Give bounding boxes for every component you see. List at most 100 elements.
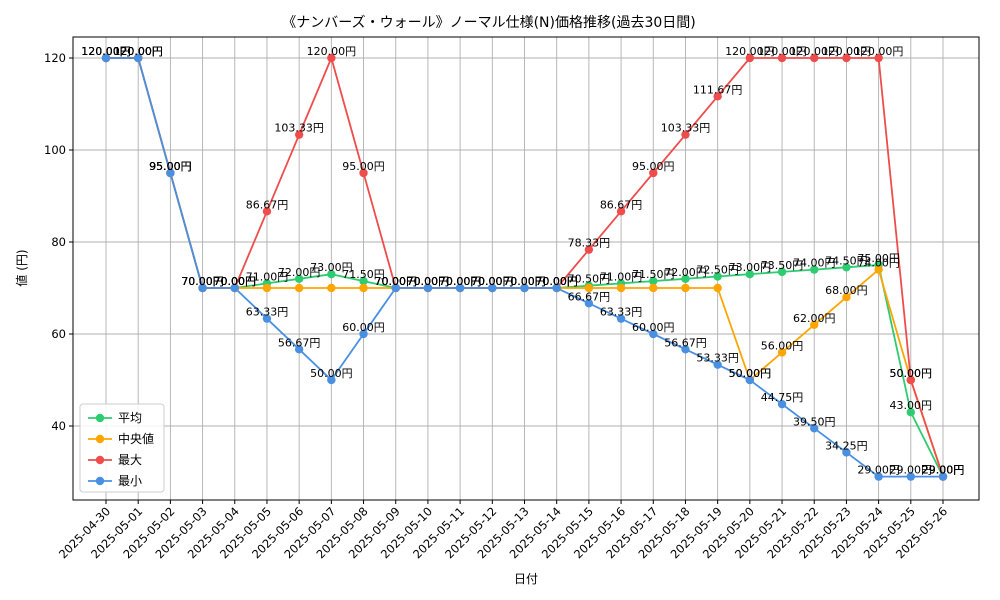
data-label: 120.00円 bbox=[81, 45, 131, 58]
plot-frame bbox=[72, 36, 980, 501]
data-point bbox=[745, 270, 755, 279]
data-point bbox=[777, 53, 787, 63]
data-label: 29.00円 bbox=[922, 464, 965, 477]
data-label: 70.00円 bbox=[503, 275, 546, 288]
data-label: 103.33円 bbox=[274, 122, 324, 135]
data-label: 70.00円 bbox=[471, 275, 514, 288]
data-labels: 120.00円120.00円95.00円70.00円70.00円71.00円72… bbox=[81, 45, 964, 477]
data-point bbox=[327, 270, 336, 279]
data-point bbox=[294, 130, 304, 139]
data-point bbox=[327, 283, 336, 293]
data-label: 86.67円 bbox=[600, 198, 643, 211]
data-label: 70.00円 bbox=[535, 275, 578, 288]
y-tick-label: 60 bbox=[51, 327, 66, 341]
data-label: 70.00円 bbox=[407, 275, 450, 288]
data-label: 70.00円 bbox=[535, 275, 578, 288]
data-point bbox=[938, 472, 948, 481]
data-label: 120.00円 bbox=[113, 45, 163, 58]
data-label: 95.00円 bbox=[149, 160, 192, 173]
data-label: 95.00円 bbox=[342, 160, 385, 173]
data-label: 34.25円 bbox=[825, 439, 868, 452]
data-point bbox=[842, 53, 851, 63]
data-point bbox=[423, 283, 433, 293]
data-point bbox=[649, 329, 658, 339]
data-label: 70.00円 bbox=[374, 275, 417, 288]
data-label: 73.00円 bbox=[729, 261, 772, 274]
data-label: 66.67円 bbox=[568, 290, 611, 303]
x-axis-label: 日付 bbox=[514, 572, 538, 586]
data-label: 70.00円 bbox=[471, 275, 514, 288]
data-label: 70.00円 bbox=[407, 275, 450, 288]
data-point bbox=[713, 360, 722, 369]
data-label: 103.33円 bbox=[661, 122, 711, 135]
data-label: 70.00円 bbox=[439, 275, 482, 288]
data-point bbox=[391, 283, 400, 293]
data-label: 63.33円 bbox=[246, 306, 289, 319]
legend-label: 最小 bbox=[118, 474, 142, 488]
data-label: 70.00円 bbox=[214, 275, 257, 288]
data-point bbox=[906, 375, 916, 385]
y-axis-ticks: 40 60 80 100 120 bbox=[44, 51, 73, 433]
data-label: 56.67円 bbox=[278, 336, 321, 349]
data-point bbox=[906, 472, 916, 481]
data-point bbox=[327, 53, 336, 63]
data-point bbox=[488, 283, 497, 293]
data-label: 70.00円 bbox=[374, 275, 417, 288]
data-label: 50.00円 bbox=[729, 367, 772, 380]
data-point bbox=[230, 283, 239, 293]
data-point bbox=[584, 245, 594, 254]
chart-title: 《ナンバーズ・ウォール》ノーマル仕様(N)価格推移(過去30日間) bbox=[282, 15, 695, 31]
data-label: 120.00円 bbox=[81, 45, 131, 58]
data-label: 72.50円 bbox=[696, 264, 739, 277]
data-label: 70.00円 bbox=[407, 275, 450, 288]
data-label: 70.00円 bbox=[181, 275, 224, 288]
data-point bbox=[649, 168, 658, 178]
data-label: 73.50円 bbox=[761, 259, 804, 272]
data-label: 120.00円 bbox=[757, 45, 807, 58]
data-label: 71.50円 bbox=[342, 268, 385, 281]
data-label: 120.00円 bbox=[854, 45, 904, 58]
data-label: 74.00円 bbox=[857, 257, 900, 270]
data-label: 71.00円 bbox=[600, 270, 643, 283]
data-point bbox=[262, 314, 272, 323]
data-label: 70.50円 bbox=[568, 273, 611, 286]
data-label: 43.00円 bbox=[890, 399, 933, 412]
data-point bbox=[777, 399, 787, 409]
data-point bbox=[810, 320, 819, 329]
data-label: 72.00円 bbox=[664, 266, 707, 279]
data-label: 70.00円 bbox=[503, 275, 546, 288]
data-label: 70.00円 bbox=[471, 275, 514, 288]
data-label: 95.00円 bbox=[632, 160, 675, 173]
data-label: 70.00円 bbox=[503, 275, 546, 288]
data-label: 63.33円 bbox=[600, 306, 643, 319]
y-axis-label: 値 (円) bbox=[14, 249, 29, 286]
data-point bbox=[262, 283, 272, 293]
data-label: 70.00円 bbox=[181, 275, 224, 288]
data-point bbox=[874, 265, 883, 274]
data-label: 70.00円 bbox=[181, 275, 224, 288]
data-label: 50.00円 bbox=[310, 367, 353, 380]
data-label: 71.00円 bbox=[246, 270, 289, 283]
data-label: 120.00円 bbox=[725, 45, 775, 58]
data-point bbox=[359, 283, 368, 293]
data-label: 78.33円 bbox=[568, 237, 611, 250]
data-label: 56.67円 bbox=[664, 336, 707, 349]
data-label: 95.00円 bbox=[149, 160, 192, 173]
data-label: 62.00円 bbox=[793, 312, 836, 325]
data-label: 60.00円 bbox=[632, 321, 675, 334]
data-point bbox=[359, 329, 368, 339]
legend-marker bbox=[95, 413, 105, 423]
data-label: 70.00円 bbox=[535, 275, 578, 288]
data-label: 44.75円 bbox=[761, 391, 804, 404]
data-point bbox=[616, 314, 626, 323]
data-point bbox=[745, 53, 755, 63]
data-point bbox=[552, 283, 561, 293]
data-point bbox=[681, 130, 690, 139]
data-label: 120.00円 bbox=[81, 45, 131, 58]
y-tick-label: 80 bbox=[51, 235, 66, 249]
data-label: 29.00円 bbox=[857, 464, 900, 477]
data-label: 120.00円 bbox=[113, 45, 163, 58]
data-label: 50.00円 bbox=[890, 367, 933, 380]
data-label: 73.00円 bbox=[310, 261, 353, 274]
